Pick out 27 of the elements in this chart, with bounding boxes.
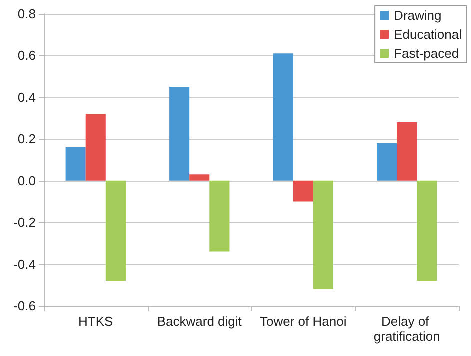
bar [397, 122, 418, 181]
bar [170, 87, 190, 181]
bar [273, 54, 294, 181]
bar [417, 180, 438, 281]
y-tick-label: 0.6 [18, 48, 36, 64]
bar [190, 174, 210, 181]
bar [106, 180, 126, 281]
x-tick-label: Delay of gratification [374, 314, 440, 344]
x-tick-label: Tower of Hanoi [260, 314, 347, 329]
y-tick-label: -0.4 [14, 256, 36, 272]
y-tick-label: -0.2 [14, 215, 36, 230]
bar [313, 180, 334, 290]
bar [86, 114, 106, 181]
y-tick-label: -0.6 [14, 298, 36, 314]
legend-label: Educational [394, 27, 462, 42]
y-tick-label: 0.8 [18, 6, 36, 22]
y-tick-label: 0.0 [18, 173, 36, 188]
bar [210, 180, 230, 252]
x-tick-label: HTKS [78, 314, 114, 329]
bar [66, 147, 86, 181]
bar [377, 143, 398, 181]
bar [293, 180, 314, 202]
legend-label: Fast-paced [394, 46, 460, 61]
y-tick-label: 0.4 [18, 90, 36, 105]
y-tick-label: 0.2 [18, 132, 36, 147]
legend-label: Drawing [394, 8, 442, 23]
x-tick-label: Backward digit [157, 314, 242, 329]
